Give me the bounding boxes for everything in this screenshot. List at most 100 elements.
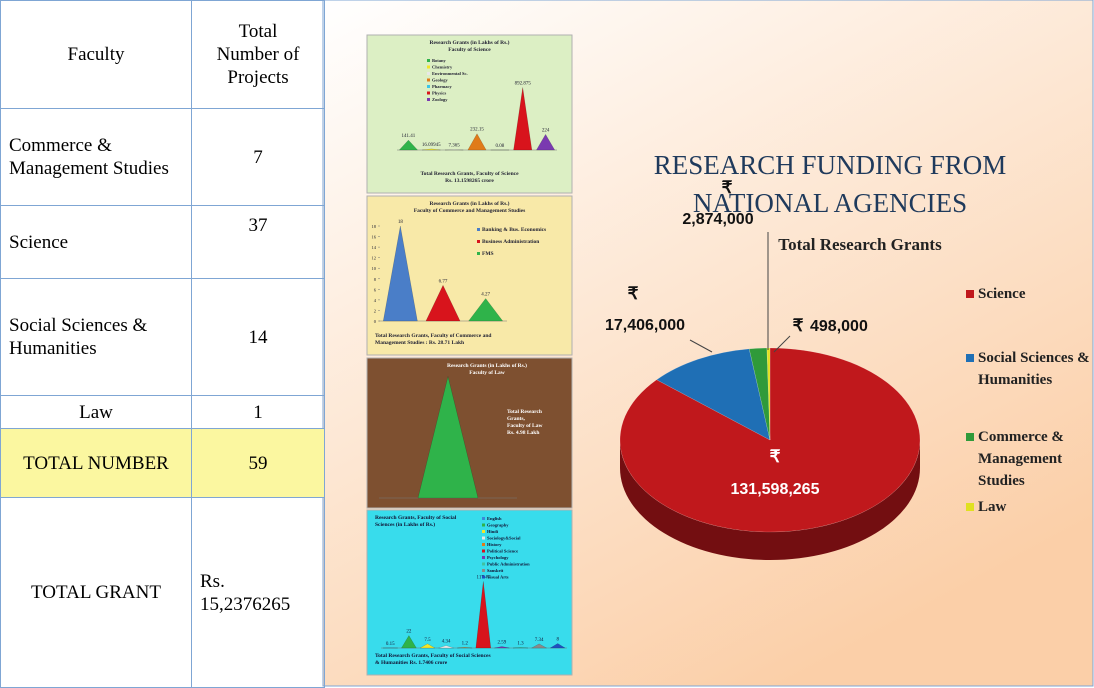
cone-label: 892.875	[515, 81, 532, 86]
cone-label: 18	[398, 220, 404, 225]
currency-symbol: ₹	[793, 316, 804, 335]
cone-label: 6.77	[439, 279, 448, 284]
thumbnail-footer: & Humanities Rs. 1.7406 crore	[375, 660, 448, 666]
thumbnail-title: Research Grants, Faculty of Social	[375, 515, 457, 521]
cell: Rs. 15,2376265	[192, 498, 325, 688]
cone-label: 7.5	[424, 638, 431, 643]
legend-label: Botany	[432, 58, 447, 63]
legend-swatch	[427, 85, 430, 88]
thumbnail-footer: Total Research Grants, Faculty of Social…	[375, 653, 491, 659]
legend-label: Zoology	[432, 97, 448, 102]
pie-value-label: 2,874,000	[682, 211, 753, 228]
legend-label: Sanskrit	[487, 568, 504, 573]
legend-swatch	[482, 556, 485, 559]
thumbnail-title: Research Grants (in Lakhs of Rs.)	[447, 362, 527, 369]
header-cell: Faculty	[1, 1, 192, 109]
legend-label: Chemistry	[432, 65, 453, 70]
cone-label: 141.41	[402, 134, 416, 139]
legend-label: Physics	[432, 91, 447, 96]
legend-swatch	[966, 503, 974, 511]
cone-label: 4.27	[481, 292, 490, 297]
cone-label: 1.3	[517, 641, 524, 646]
legend-label: Geography	[487, 523, 509, 528]
legend-swatch	[427, 98, 430, 101]
legend-swatch	[477, 252, 480, 255]
cone-label: 16.09945	[422, 143, 441, 148]
header-cell: Total Number of Projects	[192, 1, 325, 109]
cone-label: 0.15	[386, 642, 395, 647]
cell-text: Rs. 15,2376265	[200, 570, 300, 616]
legend-swatch	[482, 517, 485, 520]
legend-label: FMS	[482, 251, 494, 257]
cell: 37	[192, 206, 325, 279]
legend-swatch	[482, 524, 485, 527]
legend-label: English	[487, 516, 502, 521]
cell: Commerce & Management Studies	[1, 109, 192, 206]
currency-symbol: ₹	[628, 284, 639, 303]
legend-label: Science	[978, 286, 1025, 302]
pie-value-label: 498,000	[810, 318, 868, 335]
thumbnail-footer: Rs. 13.1598265 crore	[445, 178, 494, 184]
thumbnail-background	[367, 510, 572, 675]
thumbnail-footer: Total Research Grants, Faculty of Commer…	[375, 333, 491, 339]
thumbnail-title: Faculty of Commerce and Management Studi…	[414, 208, 526, 214]
thumbnail-title: Research Grants (in Lakhs of Rs.)	[430, 39, 510, 46]
pie-title: Total Research Grants	[778, 235, 942, 254]
legend-swatch	[482, 563, 485, 566]
projects-table: Faculty Total Number of Projects Commerce…	[0, 0, 325, 688]
thumbnail-tick-label: 18	[372, 224, 377, 229]
thumbnail-footer: Total Research Grants, Faculty of Scienc…	[420, 171, 519, 177]
legend-label: Hindi	[487, 529, 499, 534]
legend-swatch	[482, 530, 485, 533]
legend-label: Sociology&Social	[487, 536, 521, 541]
legend-entry: Law	[978, 496, 1094, 518]
cone-label: 7.34	[535, 638, 544, 643]
header-text: Total Number of Projects	[210, 20, 306, 89]
legend-label: Social Sciences & Humanities	[978, 350, 1090, 388]
slide-title: RESEARCH FUNDING FROM	[654, 150, 1007, 180]
legend-swatch	[477, 228, 480, 231]
thumbnail-note: Total Research	[507, 409, 542, 415]
thumbnail-tick-label: 10	[372, 266, 377, 271]
thumbnail-note: Rs. 4.98 Lakh	[507, 430, 539, 436]
cone-label: 224	[542, 128, 550, 133]
legend-label: Banking & Bus. Economics	[482, 227, 546, 233]
cone-label: 7.365	[449, 143, 461, 148]
cell: 59	[192, 429, 325, 498]
cell: Science	[1, 206, 192, 279]
cell: 14	[192, 279, 325, 396]
legend-entry: Science	[978, 283, 1094, 305]
legend-swatch	[427, 92, 430, 95]
legend-label: Business Administration	[482, 239, 539, 245]
legend-swatch	[427, 66, 430, 69]
thumbnail-tick-label: 14	[372, 245, 377, 250]
cell: TOTAL GRANT	[1, 498, 192, 688]
legend-label: Public Administration	[487, 562, 530, 567]
legend-swatch	[966, 354, 974, 362]
thumbnail-note: Faculty of Law	[507, 423, 542, 429]
legend-swatch	[482, 576, 485, 579]
legend-swatch	[482, 537, 485, 540]
legend-swatch	[482, 569, 485, 572]
legend-swatch	[427, 72, 430, 75]
thumbnail-title: Research Grants (in Lakhs of Rs.)	[430, 200, 510, 207]
legend-label: Environmental Sc.	[432, 71, 468, 76]
legend-label: Psychology	[487, 555, 509, 560]
legend-swatch	[482, 550, 485, 553]
thumbnail-title: Faculty of Science	[448, 47, 491, 53]
cone-label: 2.59	[498, 641, 507, 646]
currency-symbol: ₹	[770, 447, 781, 466]
cell: Social Sciences & Humanities	[1, 279, 192, 396]
cone-label: 4.34	[442, 640, 451, 645]
legend-swatch	[482, 543, 485, 546]
cone-label: 232.15	[470, 128, 484, 133]
legend-label: Commerce & Management Studies	[978, 429, 1064, 489]
cell: 7	[192, 109, 325, 206]
pie-value-label: 17,406,000	[605, 317, 685, 334]
legend-label: Geology	[432, 78, 448, 83]
legend-entry: Commerce & Management Studies	[978, 426, 1094, 492]
cell: 1	[192, 396, 325, 429]
thumbnail-title: Sciences (in Lakhs of Rs.)	[375, 521, 435, 528]
legend-swatch	[966, 433, 974, 441]
